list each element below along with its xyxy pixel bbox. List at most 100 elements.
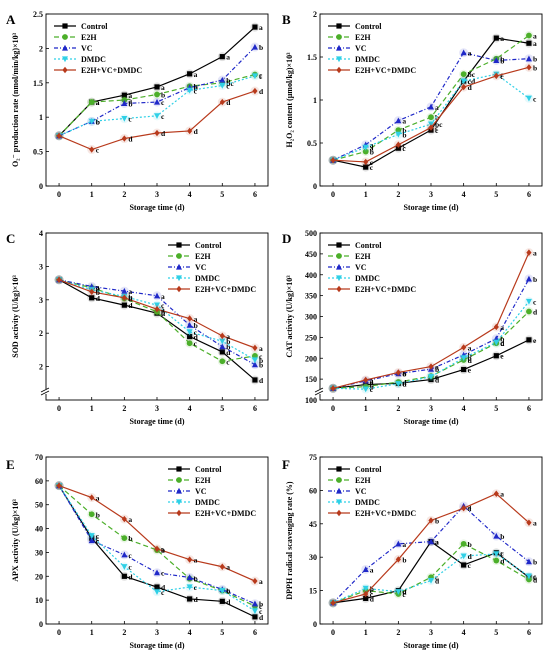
legend-label: E2H+VC+DMDC bbox=[355, 285, 416, 294]
significance-label: c bbox=[370, 590, 374, 599]
data-point bbox=[154, 292, 160, 299]
significance-label: a bbox=[370, 376, 374, 385]
legend-label: E2H bbox=[195, 252, 211, 261]
significance-label: a bbox=[500, 323, 504, 332]
series-e2h-vc-dmdc: cdd ddd bbox=[54, 86, 264, 155]
legend-marker bbox=[62, 56, 68, 63]
data-point bbox=[56, 482, 62, 489]
x-tick-label: 0 bbox=[57, 190, 61, 199]
significance-label: d bbox=[402, 380, 407, 389]
data-point bbox=[362, 585, 369, 592]
y-tick-label: 60 bbox=[35, 477, 43, 486]
significance-label: a bbox=[226, 53, 230, 62]
legend-label: E2H bbox=[355, 33, 371, 42]
y-tick-label: 0 bbox=[313, 620, 317, 629]
x-tick-label: 6 bbox=[527, 404, 531, 413]
significance-label: b bbox=[370, 584, 374, 593]
significance-label: c bbox=[500, 72, 504, 81]
data-point bbox=[251, 600, 258, 607]
significance-label: c bbox=[96, 534, 100, 543]
significance-label: c bbox=[533, 573, 537, 582]
data-point bbox=[493, 551, 500, 558]
data-point bbox=[493, 490, 499, 497]
significance-label: d bbox=[259, 376, 264, 385]
axis-break-mark bbox=[40, 390, 50, 396]
y-tick-label: 450 bbox=[305, 250, 317, 259]
significance-label: b bbox=[402, 555, 406, 564]
significance-label: c bbox=[370, 385, 374, 394]
data-point bbox=[395, 369, 401, 376]
data-point bbox=[493, 57, 500, 64]
x-axis-title: Storage time (d) bbox=[129, 641, 184, 650]
significance-label: a bbox=[161, 292, 165, 301]
data-point bbox=[121, 573, 127, 579]
x-tick-label: 0 bbox=[331, 190, 335, 199]
legend-marker bbox=[62, 44, 68, 51]
legend-marker bbox=[176, 263, 182, 270]
significance-label: a bbox=[533, 249, 537, 258]
x-tick-label: 3 bbox=[155, 190, 159, 199]
data-point bbox=[121, 135, 127, 142]
data-point bbox=[493, 335, 500, 342]
data-point bbox=[154, 113, 160, 120]
legend-label: E2H bbox=[81, 33, 97, 42]
data-point bbox=[395, 556, 401, 563]
significance-label: b bbox=[226, 343, 230, 352]
data-point bbox=[460, 553, 467, 560]
data-point bbox=[526, 40, 532, 46]
y-tick-label: 70 bbox=[35, 453, 43, 462]
y-tick-label: 1 bbox=[39, 113, 43, 122]
significance-label: c bbox=[128, 551, 132, 560]
y-tick-label: 0 bbox=[39, 182, 43, 191]
y-tick-label: 45 bbox=[309, 520, 317, 529]
significance-label: d bbox=[194, 127, 199, 136]
x-tick-label: 5 bbox=[494, 404, 498, 413]
data-point bbox=[121, 294, 127, 301]
data-point bbox=[121, 92, 127, 98]
y-tick-label: 0 bbox=[313, 182, 317, 191]
data-point bbox=[395, 131, 402, 138]
significance-label: a bbox=[128, 91, 132, 100]
legend-label: DMDC bbox=[355, 498, 380, 507]
x-tick-label: 2 bbox=[122, 190, 126, 199]
legend-marker bbox=[62, 34, 68, 40]
legend-marker bbox=[336, 466, 342, 472]
significance-label: c bbox=[402, 144, 406, 153]
y-tick-label: 3 bbox=[39, 296, 43, 305]
data-point bbox=[526, 64, 532, 71]
significance-label: a bbox=[128, 287, 132, 296]
significance-label: d bbox=[226, 348, 231, 357]
data-point bbox=[526, 519, 532, 526]
significance-label: d bbox=[500, 339, 505, 348]
significance-label: c bbox=[194, 573, 198, 582]
significance-label: a bbox=[96, 98, 100, 107]
significance-label: c bbox=[96, 537, 100, 546]
significance-label: d bbox=[128, 135, 133, 144]
data-point bbox=[219, 98, 225, 106]
x-tick-label: 4 bbox=[188, 404, 192, 413]
significance-label: c bbox=[402, 379, 406, 388]
x-tick-label: 3 bbox=[429, 404, 433, 413]
significance-label: c bbox=[161, 569, 165, 578]
data-point bbox=[526, 337, 532, 343]
significance-label: b bbox=[128, 534, 132, 543]
data-point bbox=[525, 558, 532, 565]
data-point bbox=[493, 72, 499, 80]
legend-label: E2H+VC+DMDC bbox=[355, 66, 416, 75]
significance-label: c bbox=[435, 126, 439, 135]
data-point bbox=[187, 127, 193, 135]
significance-label: d bbox=[161, 129, 166, 138]
significance-label: b bbox=[435, 365, 439, 374]
y-tick-label: 2.5 bbox=[33, 10, 43, 19]
y-axis-title: O₂⁻ production rate (nmol/min/kg)×10³ bbox=[11, 32, 20, 167]
significance-label: e bbox=[500, 352, 504, 361]
significance-label: b bbox=[128, 99, 132, 108]
x-tick-label: 3 bbox=[155, 404, 159, 413]
data-point bbox=[493, 323, 499, 331]
axis-break-mark bbox=[314, 390, 324, 396]
data-point bbox=[219, 588, 226, 594]
data-point bbox=[187, 71, 193, 77]
data-point bbox=[252, 87, 258, 95]
